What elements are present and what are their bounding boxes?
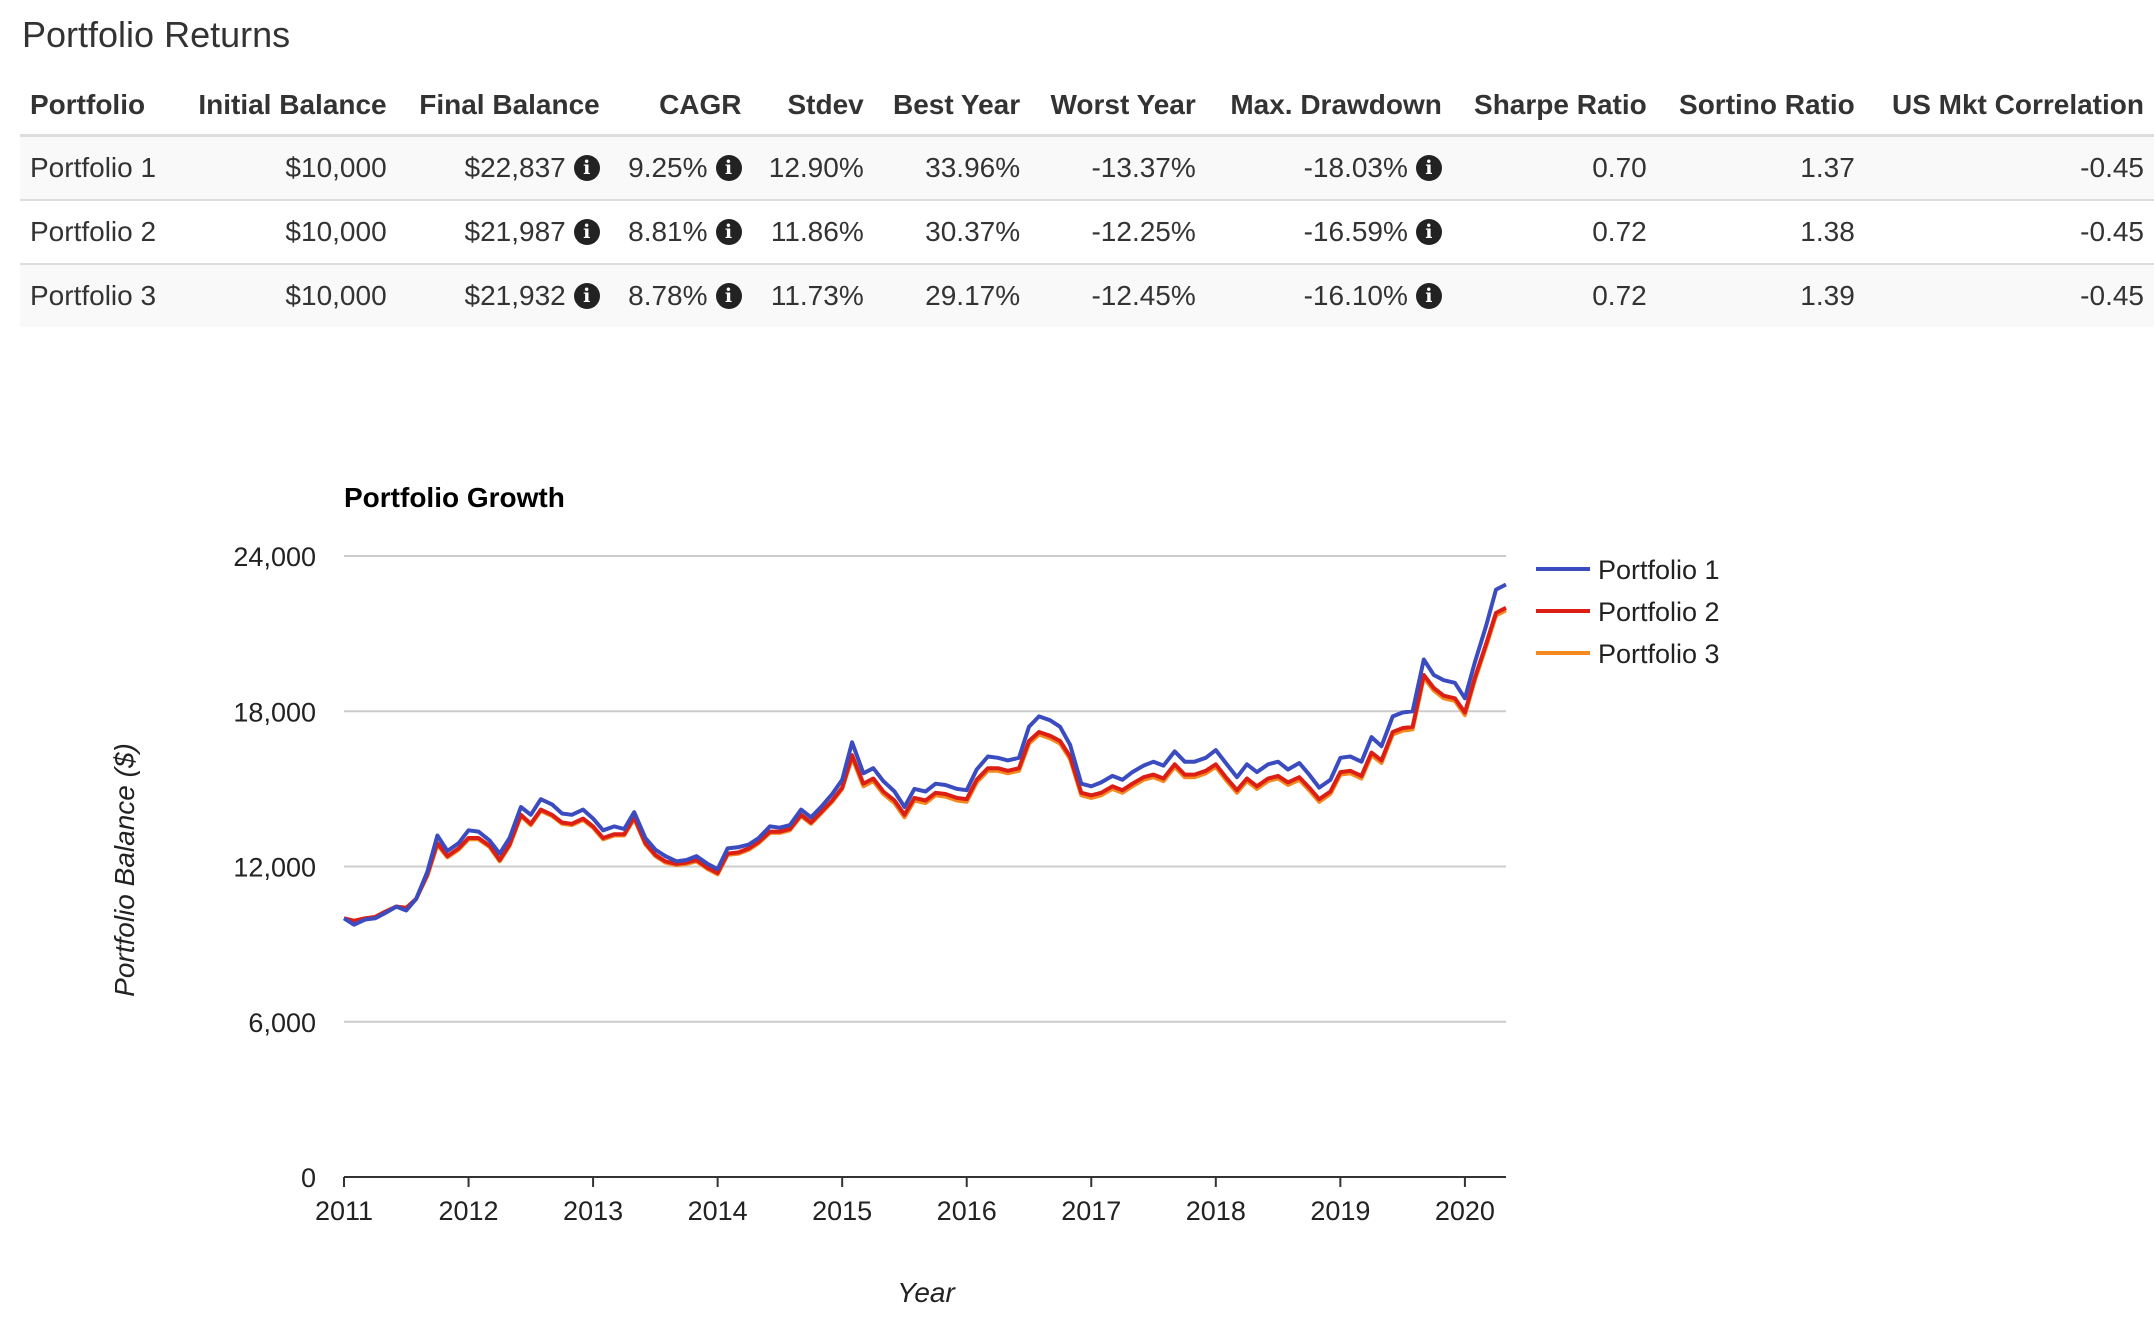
legend-label[interactable]: Portfolio 1 <box>1598 555 1720 585</box>
series-line-1[interactable] <box>342 582 1507 927</box>
table-header-row: Portfolio Initial Balance Final Balance … <box>20 76 2154 137</box>
header-stdev[interactable]: Stdev <box>751 76 874 137</box>
cell-worst-year: -13.37% <box>1030 134 1206 200</box>
y-tick-label: 12,000 <box>233 853 316 883</box>
y-tick-label: 18,000 <box>233 697 316 727</box>
x-tick-label: 2014 <box>688 1196 748 1226</box>
final-balance-value: $21,987 <box>464 216 566 247</box>
x-tick-label: 2012 <box>439 1196 499 1226</box>
cell-us-mkt-correlation: -0.45 <box>1864 199 2154 264</box>
cell-final-balance: $22,837 i <box>396 134 610 200</box>
header-final-balance[interactable]: Final Balance <box>396 76 610 137</box>
info-circle-icon[interactable]: i <box>573 283 600 309</box>
cell-cagr: 8.78% i <box>609 263 752 327</box>
chart-legend: Portfolio 1 Portfolio 2 Portfolio 3 <box>1536 555 1720 669</box>
header-sharpe-ratio[interactable]: Sharpe Ratio <box>1451 76 1657 137</box>
cell-sharpe-ratio: 0.72 <box>1451 199 1657 264</box>
cell-sharpe-ratio: 0.70 <box>1451 134 1657 200</box>
cell-portfolio: Portfolio 1 <box>20 134 176 200</box>
x-tick-label: 2015 <box>812 1196 872 1226</box>
cell-portfolio: Portfolio 2 <box>20 199 176 264</box>
cell-max-drawdown: -16.10% i <box>1205 263 1452 327</box>
table-row: Portfolio 3 $10,000 $21,932 i 8.78% i 11.7… <box>20 263 2154 327</box>
max-drawdown-value: -16.59% <box>1303 216 1408 247</box>
header-portfolio[interactable]: Portfolio <box>20 76 176 137</box>
x-tick-label: 2016 <box>937 1196 997 1226</box>
cell-best-year: 29.17% <box>873 263 1031 327</box>
info-circle-icon[interactable]: i <box>715 283 742 309</box>
cagr-value: 8.81% <box>628 216 708 247</box>
cagr-value: 8.78% <box>628 280 708 311</box>
chart-title: Portfolio Growth <box>344 482 565 513</box>
header-max-drawdown[interactable]: Max. Drawdown <box>1205 76 1452 137</box>
cell-stdev: 11.73% <box>751 263 874 327</box>
y-tick-label: 6,000 <box>248 1008 316 1038</box>
cell-worst-year: -12.45% <box>1030 263 1206 327</box>
cell-worst-year: -12.25% <box>1030 199 1206 264</box>
cagr-value: 9.25% <box>628 152 708 183</box>
chart-gridlines <box>344 555 1506 1023</box>
cell-initial-balance: $10,000 <box>175 199 397 264</box>
info-circle-icon[interactable]: i <box>1415 283 1442 309</box>
cell-final-balance: $21,987 i <box>396 199 610 264</box>
cell-stdev: 11.86% <box>751 199 874 264</box>
max-drawdown-value: -16.10% <box>1303 280 1408 311</box>
cell-us-mkt-correlation: -0.45 <box>1864 263 2154 327</box>
portfolio-returns-table: Portfolio Initial Balance Final Balance … <box>20 76 2154 327</box>
header-initial-balance[interactable]: Initial Balance <box>175 76 397 137</box>
table-row: Portfolio 2 $10,000 $21,987 i 8.81% i 11.8… <box>20 199 2154 264</box>
header-sortino-ratio[interactable]: Sortino Ratio <box>1656 76 1865 137</box>
header-us-mkt-correlation[interactable]: US Mkt Correlation <box>1864 76 2154 137</box>
x-tick-label: 2017 <box>1061 1196 1121 1226</box>
y-axis-label: Portfolio Balance ($) <box>109 743 140 997</box>
x-tick-label: 2013 <box>563 1196 623 1226</box>
legend-label[interactable]: Portfolio 3 <box>1598 639 1720 669</box>
info-circle-icon[interactable]: i <box>715 219 742 245</box>
info-circle-icon[interactable]: i <box>1415 155 1442 181</box>
cell-portfolio: Portfolio 3 <box>20 263 176 327</box>
header-best-year[interactable]: Best Year <box>873 76 1031 137</box>
y-tick-label: 0 <box>301 1163 316 1193</box>
cell-best-year: 33.96% <box>873 134 1031 200</box>
chart-series <box>342 582 1507 927</box>
page-title: Portfolio Returns <box>22 14 291 55</box>
info-circle-icon[interactable]: i <box>573 219 600 245</box>
y-tick-label: 24,000 <box>233 542 316 572</box>
chart-axes: 0 6,000 12,000 18,000 24,000 2011 2012 2013 2014… <box>233 542 1506 1226</box>
cell-initial-balance: $10,000 <box>175 134 397 200</box>
cell-sortino-ratio: 1.39 <box>1656 263 1865 327</box>
cell-max-drawdown: -16.59% i <box>1205 199 1452 264</box>
cell-best-year: 30.37% <box>873 199 1031 264</box>
x-axis-label: Year <box>897 1277 956 1308</box>
legend-label[interactable]: Portfolio 2 <box>1598 597 1720 627</box>
cell-sortino-ratio: 1.37 <box>1656 134 1865 200</box>
info-circle-icon[interactable]: i <box>1415 219 1442 245</box>
info-circle-icon[interactable]: i <box>715 155 742 181</box>
cell-cagr: 8.81% i <box>609 199 752 264</box>
cell-cagr: 9.25% i <box>609 134 752 200</box>
cell-max-drawdown: -18.03% i <box>1205 134 1452 200</box>
x-tick-label: 2019 <box>1310 1196 1370 1226</box>
final-balance-value: $21,932 <box>464 280 566 311</box>
x-tick-label: 2020 <box>1435 1196 1495 1226</box>
cell-sharpe-ratio: 0.72 <box>1451 263 1657 327</box>
series-line-3[interactable] <box>343 608 1507 923</box>
final-balance-value: $22,837 <box>464 152 566 183</box>
x-tick-label: 2011 <box>315 1196 373 1226</box>
header-cagr[interactable]: CAGR <box>609 76 752 137</box>
series-line-2[interactable] <box>343 606 1507 923</box>
x-tick-label: 2018 <box>1186 1196 1246 1226</box>
info-circle-icon[interactable]: i <box>573 155 600 181</box>
header-worst-year[interactable]: Worst Year <box>1030 76 1206 137</box>
table-row: Portfolio 1 $10,000 $22,837 i 9.25% i 12.9… <box>20 134 2154 200</box>
cell-stdev: 12.90% <box>751 134 874 200</box>
cell-us-mkt-correlation: -0.45 <box>1864 134 2154 200</box>
max-drawdown-value: -18.03% <box>1303 152 1408 183</box>
cell-final-balance: $21,932 i <box>396 263 610 327</box>
cell-initial-balance: $10,000 <box>175 263 397 327</box>
cell-sortino-ratio: 1.38 <box>1656 199 1865 264</box>
